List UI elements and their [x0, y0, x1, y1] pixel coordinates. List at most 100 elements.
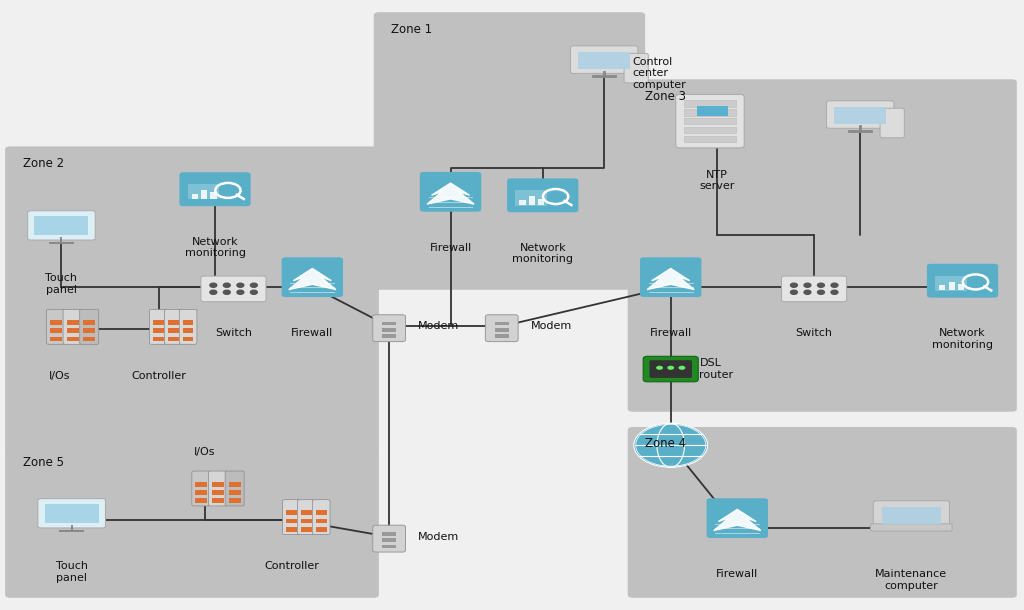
Text: Controller: Controller: [264, 561, 319, 571]
Bar: [168, 320, 178, 325]
Bar: [382, 321, 396, 325]
Bar: [286, 518, 297, 523]
Text: Switch: Switch: [796, 328, 833, 338]
Bar: [212, 498, 224, 503]
Bar: [153, 337, 164, 342]
Bar: [183, 328, 194, 333]
Bar: [382, 334, 396, 338]
Bar: [183, 337, 194, 342]
Polygon shape: [714, 509, 761, 531]
Bar: [196, 490, 208, 495]
Circle shape: [804, 283, 811, 287]
Bar: [697, 106, 728, 116]
Text: DSL
router: DSL router: [699, 358, 733, 380]
Circle shape: [634, 423, 708, 467]
FancyBboxPatch shape: [5, 445, 379, 598]
Text: Network
monitoring: Network monitoring: [184, 237, 246, 258]
Text: Modem: Modem: [418, 321, 459, 331]
Bar: [50, 328, 62, 333]
Text: Controller: Controller: [131, 371, 186, 381]
FancyBboxPatch shape: [28, 210, 95, 240]
FancyBboxPatch shape: [507, 178, 579, 212]
FancyBboxPatch shape: [282, 257, 343, 297]
FancyBboxPatch shape: [640, 257, 701, 297]
Bar: [684, 135, 736, 142]
Bar: [316, 527, 327, 532]
Circle shape: [817, 283, 824, 287]
Bar: [228, 490, 241, 495]
Bar: [196, 482, 208, 487]
Text: Firewall: Firewall: [649, 328, 692, 338]
Bar: [316, 511, 327, 515]
Bar: [212, 490, 224, 495]
Bar: [168, 337, 178, 342]
Circle shape: [831, 290, 838, 294]
Circle shape: [237, 283, 244, 287]
Circle shape: [210, 283, 217, 287]
Bar: [495, 321, 509, 325]
FancyBboxPatch shape: [312, 500, 330, 534]
Bar: [67, 320, 79, 325]
Polygon shape: [289, 268, 336, 290]
Bar: [382, 328, 396, 332]
Text: Zone 4: Zone 4: [645, 437, 686, 450]
Bar: [212, 482, 224, 487]
Bar: [684, 118, 736, 124]
Bar: [35, 217, 88, 235]
Circle shape: [251, 283, 257, 287]
FancyBboxPatch shape: [38, 499, 105, 528]
Text: Control
center
computer: Control center computer: [633, 57, 686, 90]
Circle shape: [251, 290, 257, 294]
Bar: [519, 200, 525, 205]
Circle shape: [817, 290, 824, 294]
Bar: [153, 320, 164, 325]
Bar: [50, 320, 62, 325]
Bar: [958, 284, 965, 290]
FancyBboxPatch shape: [374, 12, 645, 290]
Text: Firewall: Firewall: [716, 569, 759, 579]
Text: Network
monitoring: Network monitoring: [512, 243, 573, 264]
Circle shape: [237, 290, 244, 294]
Bar: [67, 337, 79, 342]
Text: Zone 2: Zone 2: [23, 157, 63, 170]
Bar: [67, 328, 79, 333]
Circle shape: [791, 290, 798, 294]
Bar: [286, 527, 297, 532]
Bar: [382, 539, 396, 542]
FancyBboxPatch shape: [570, 46, 638, 73]
Bar: [579, 52, 630, 69]
FancyBboxPatch shape: [628, 427, 1017, 598]
FancyBboxPatch shape: [485, 315, 518, 342]
FancyBboxPatch shape: [225, 471, 244, 506]
Bar: [528, 196, 535, 205]
Bar: [83, 320, 95, 325]
FancyBboxPatch shape: [150, 309, 167, 344]
Bar: [228, 482, 241, 487]
Circle shape: [210, 290, 217, 294]
Bar: [45, 504, 98, 523]
Bar: [83, 328, 95, 333]
FancyBboxPatch shape: [179, 172, 251, 206]
Bar: [50, 337, 62, 342]
Bar: [382, 545, 396, 548]
Text: Zone 1: Zone 1: [391, 23, 432, 35]
Bar: [539, 199, 545, 205]
FancyBboxPatch shape: [373, 525, 406, 552]
FancyBboxPatch shape: [80, 309, 98, 344]
FancyBboxPatch shape: [5, 146, 379, 451]
FancyBboxPatch shape: [880, 108, 904, 138]
Bar: [286, 511, 297, 515]
Bar: [228, 498, 241, 503]
Bar: [301, 518, 311, 523]
Bar: [153, 328, 164, 333]
Text: Switch: Switch: [215, 328, 252, 338]
Bar: [211, 193, 217, 199]
FancyBboxPatch shape: [373, 315, 406, 342]
FancyBboxPatch shape: [298, 500, 315, 534]
Text: Modem: Modem: [530, 321, 571, 331]
Bar: [191, 194, 198, 199]
FancyBboxPatch shape: [649, 361, 692, 378]
Bar: [948, 282, 954, 290]
FancyBboxPatch shape: [191, 471, 211, 506]
Bar: [515, 190, 547, 206]
